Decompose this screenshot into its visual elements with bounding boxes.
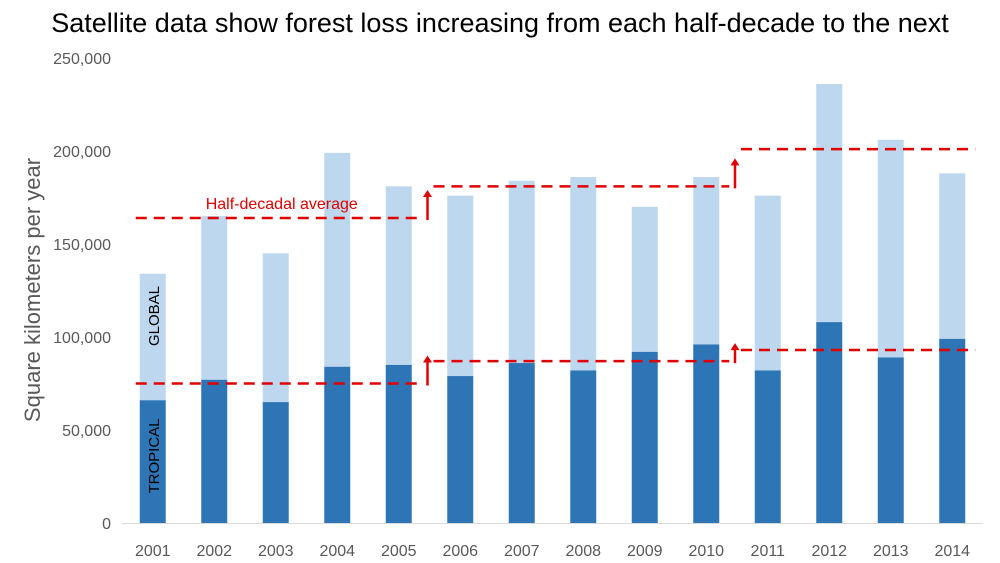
y-tick-label: 250,000 bbox=[53, 51, 111, 68]
bar-tropical-2008 bbox=[570, 370, 597, 523]
increase-arrowhead-tropical bbox=[730, 343, 740, 351]
bar-tropical-2014 bbox=[939, 338, 966, 523]
y-tick-label: 50,000 bbox=[62, 423, 111, 440]
x-tick-label: 2002 bbox=[196, 543, 232, 560]
bar-tropical-2011 bbox=[754, 370, 781, 523]
bar-tropical-2013 bbox=[877, 357, 904, 523]
increase-arrowhead-global bbox=[730, 158, 740, 166]
increase-arrowhead-tropical bbox=[423, 355, 432, 363]
bar-tropical-2012 bbox=[816, 322, 843, 523]
bar-global-2009 bbox=[631, 206, 658, 352]
bar-tropical-2004 bbox=[324, 366, 351, 523]
x-tick-label: 2012 bbox=[811, 543, 847, 560]
increase-arrowhead-global bbox=[423, 189, 432, 197]
x-tick-label: 2004 bbox=[319, 543, 355, 560]
x-tick-label: 2008 bbox=[565, 543, 601, 560]
bar-global-2008 bbox=[570, 177, 597, 371]
x-tick-label: 2003 bbox=[258, 543, 294, 560]
y-tick-label: 200,000 bbox=[53, 144, 111, 161]
bar-global-2010 bbox=[693, 177, 720, 345]
bar-global-2007 bbox=[508, 180, 535, 364]
bar-tropical-2003 bbox=[262, 402, 289, 523]
y-tick-label: 100,000 bbox=[53, 330, 111, 347]
bar-tropical-2007 bbox=[508, 363, 535, 523]
x-tick-label: 2011 bbox=[751, 543, 786, 560]
bar-tropical-2001 bbox=[139, 400, 166, 523]
chart-title: Satellite data show forest loss increasi… bbox=[51, 8, 949, 38]
bar-global-2001 bbox=[139, 273, 166, 401]
x-tick-label: 2010 bbox=[688, 543, 724, 560]
bar-tropical-2010 bbox=[693, 344, 720, 523]
bar-tropical-2005 bbox=[385, 364, 412, 523]
bar-global-2005 bbox=[385, 186, 412, 365]
y-tick-label: 150,000 bbox=[53, 237, 111, 254]
bar-global-2004 bbox=[324, 152, 351, 367]
bar-global-2014 bbox=[939, 173, 966, 339]
x-tick-label: 2009 bbox=[627, 543, 663, 560]
series-label-tropical: TROPICAL bbox=[146, 418, 163, 493]
bar-global-2013 bbox=[877, 139, 904, 358]
bar-global-2012 bbox=[816, 84, 843, 323]
series-label-global: GLOBAL bbox=[146, 286, 163, 346]
bar-tropical-2002 bbox=[201, 379, 228, 523]
bar-global-2003 bbox=[262, 253, 289, 403]
bar-global-2006 bbox=[447, 195, 474, 377]
bar-tropical-2006 bbox=[447, 376, 474, 523]
x-tick-label: 2013 bbox=[873, 543, 909, 560]
bar-global-2011 bbox=[754, 195, 781, 371]
x-tick-label: 2006 bbox=[442, 543, 478, 560]
x-tick-label: 2001 bbox=[135, 543, 171, 560]
bar-tropical-2009 bbox=[631, 351, 658, 523]
y-axis-label: Square kilometers per year bbox=[20, 158, 45, 422]
x-tick-label: 2005 bbox=[381, 543, 417, 560]
half-decadal-average-label: Half-decadal average bbox=[206, 196, 358, 213]
x-tick-label: 2007 bbox=[504, 543, 540, 560]
y-tick-label: 0 bbox=[102, 516, 111, 533]
bar-global-2002 bbox=[201, 216, 228, 380]
x-tick-label: 2014 bbox=[934, 543, 970, 560]
